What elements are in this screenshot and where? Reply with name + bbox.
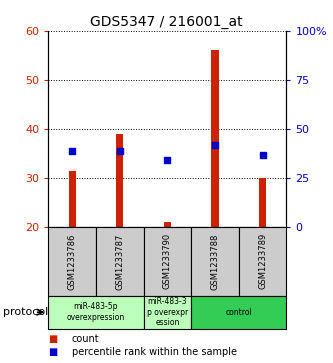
Text: miR-483-5p
overexpression: miR-483-5p overexpression — [67, 302, 125, 322]
Text: count: count — [72, 334, 99, 344]
Text: miR-483-3
p overexpr
ession: miR-483-3 p overexpr ession — [147, 297, 188, 327]
Bar — [69, 171, 76, 227]
Bar — [191, 227, 239, 296]
Bar — [48, 296, 144, 329]
Point — [69, 148, 75, 154]
Text: percentile rank within the sample: percentile rank within the sample — [72, 347, 236, 357]
Bar — [239, 227, 286, 296]
Bar — [116, 134, 123, 227]
Text: GSM1233786: GSM1233786 — [68, 233, 77, 290]
Bar — [144, 296, 191, 329]
Bar — [211, 50, 218, 227]
Bar — [96, 227, 144, 296]
Text: GSM1233790: GSM1233790 — [163, 233, 172, 289]
Bar — [164, 222, 171, 227]
Text: ■: ■ — [48, 347, 58, 357]
Bar — [144, 227, 191, 296]
Text: GSM1233789: GSM1233789 — [258, 233, 267, 289]
Text: ■: ■ — [48, 334, 58, 344]
Point — [212, 142, 218, 147]
Text: GSM1233787: GSM1233787 — [115, 233, 124, 290]
Point — [260, 152, 265, 158]
Bar — [259, 178, 266, 227]
Bar — [191, 296, 286, 329]
Text: control: control — [225, 308, 252, 317]
Text: GSM1233788: GSM1233788 — [210, 233, 219, 290]
Point — [165, 157, 170, 163]
Bar — [48, 227, 96, 296]
Text: protocol: protocol — [3, 307, 49, 317]
Point — [117, 148, 123, 154]
Text: GDS5347 / 216001_at: GDS5347 / 216001_at — [90, 15, 243, 29]
